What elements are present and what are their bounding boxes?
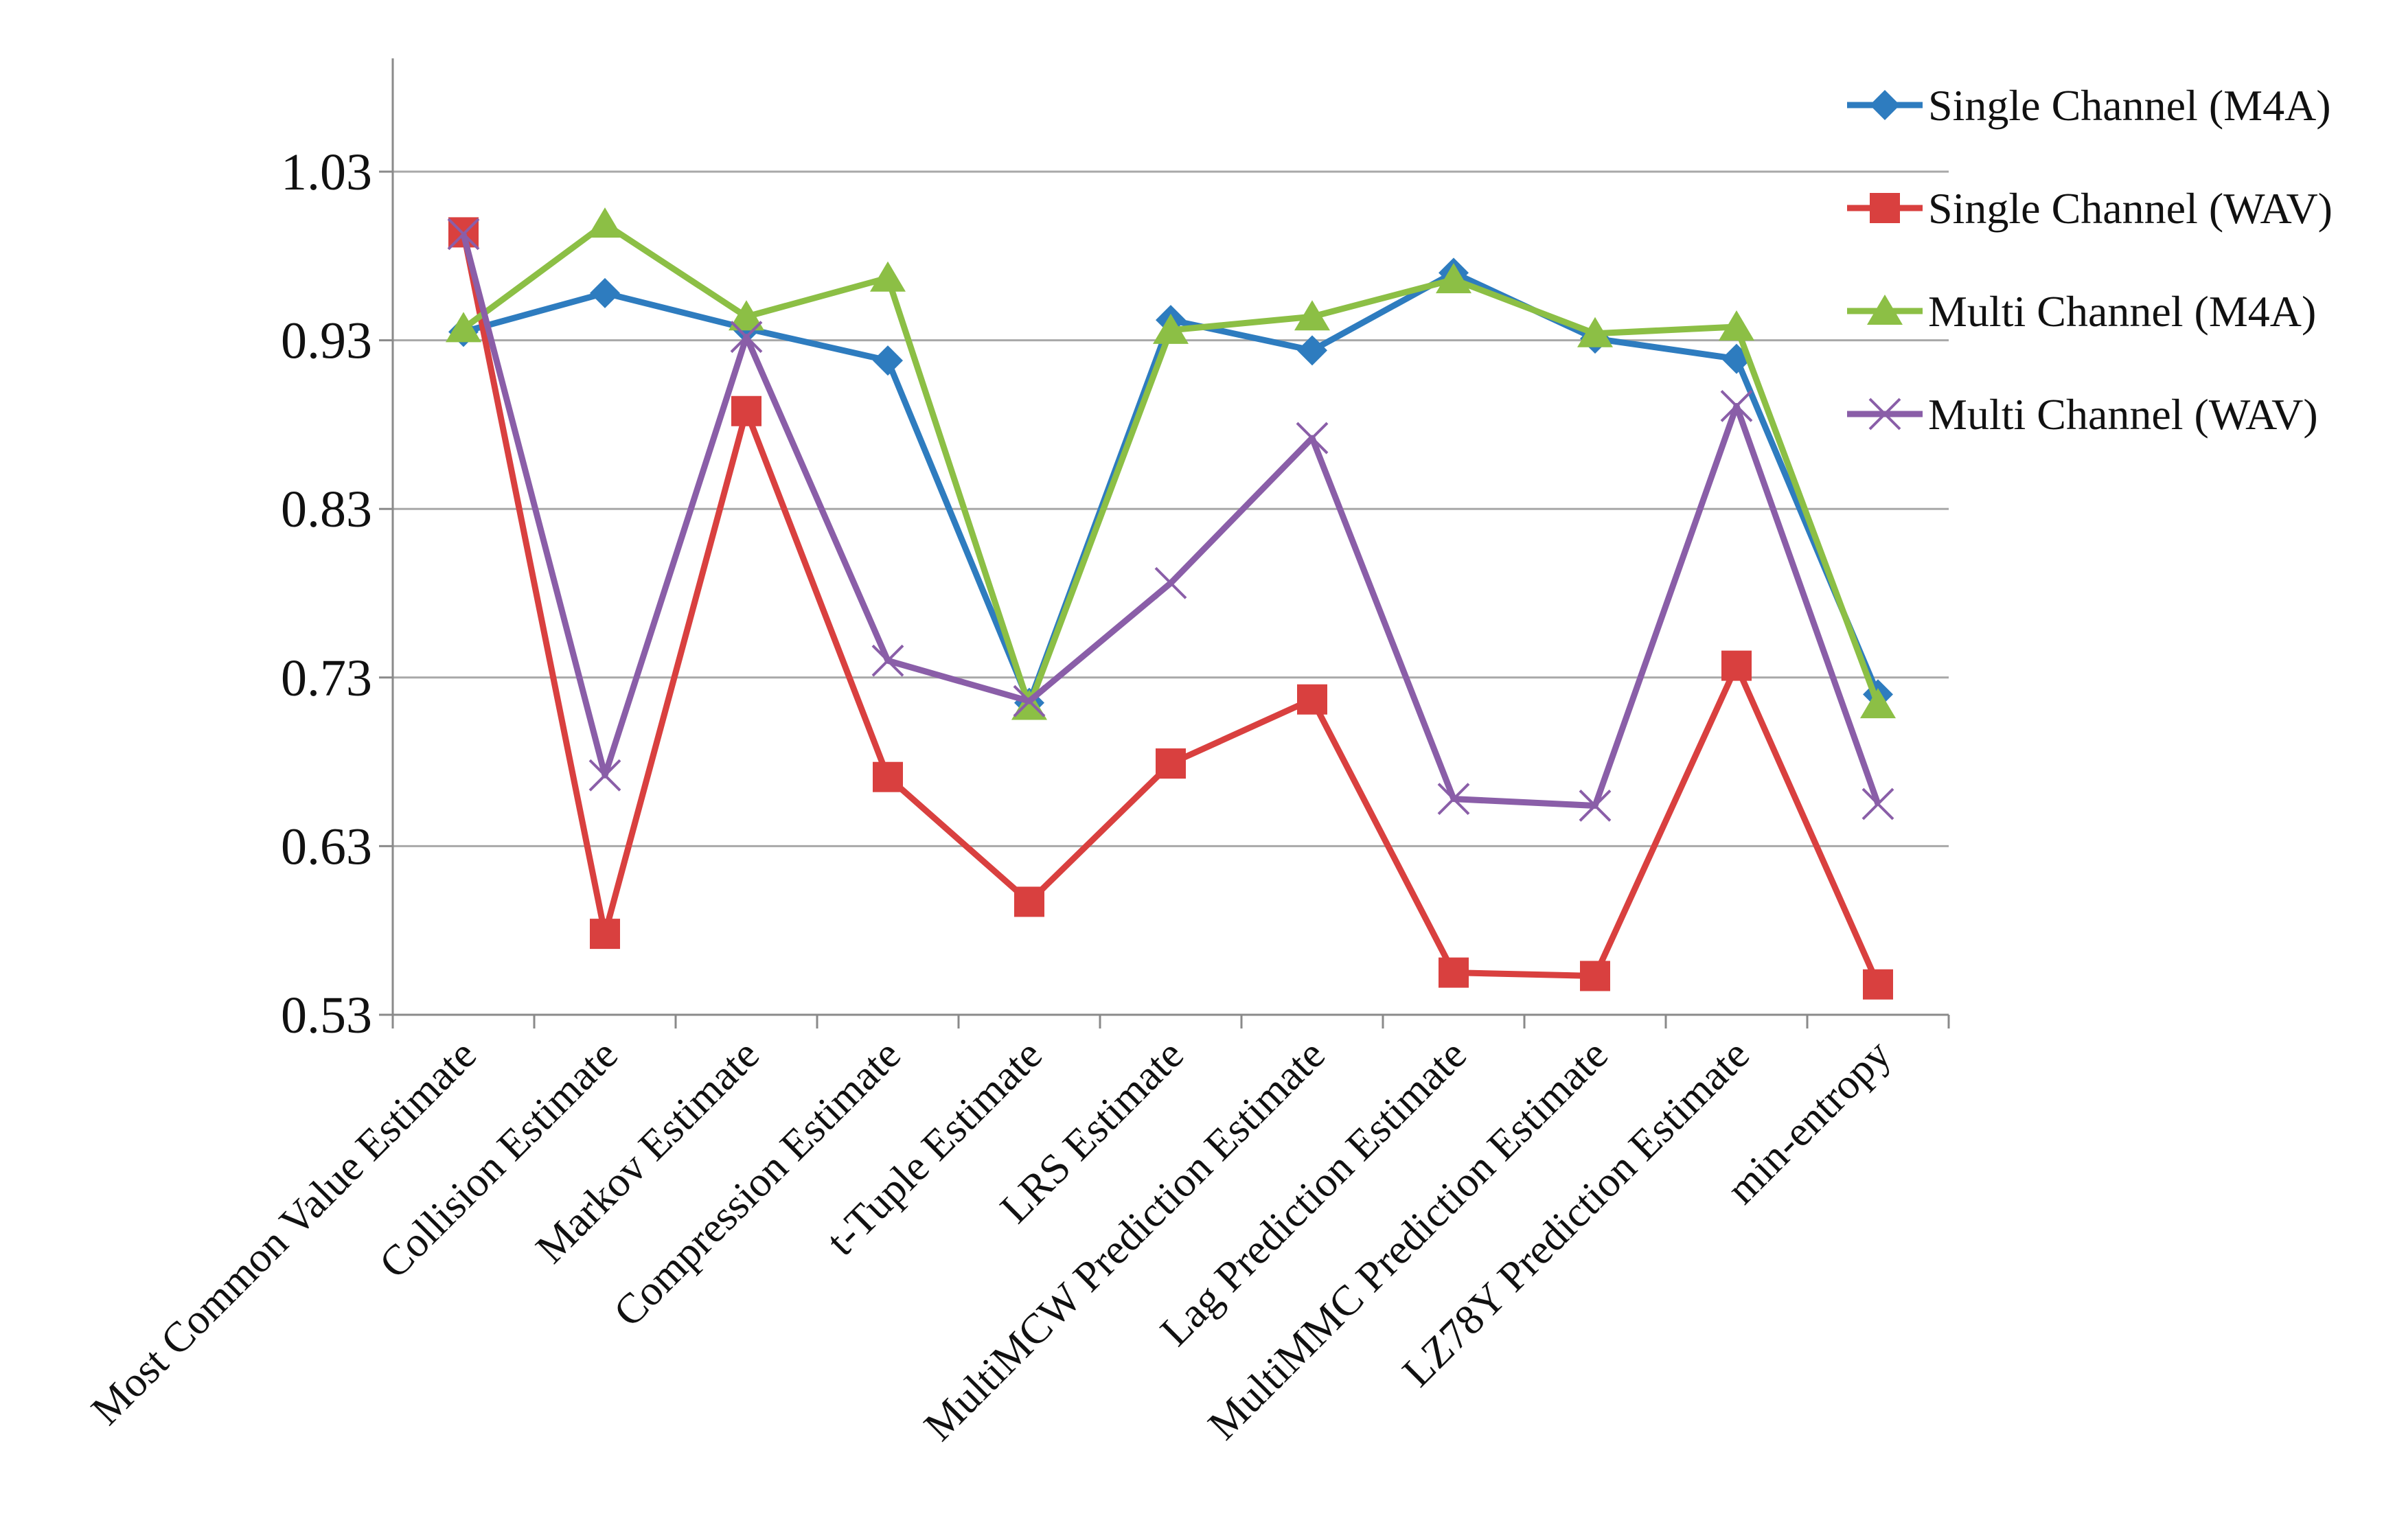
- data-point: [1439, 957, 1469, 988]
- x-tick-label: Compression Estimate: [605, 1031, 910, 1336]
- data-point: [588, 759, 621, 792]
- data-point: [730, 321, 763, 354]
- data-point: [1436, 263, 1471, 294]
- data-point: [446, 312, 481, 343]
- data-point: [731, 395, 761, 426]
- data-point: [870, 261, 906, 292]
- data-point: [873, 761, 903, 792]
- y-tick-label: 0.63: [281, 818, 372, 875]
- data-point: [447, 218, 480, 251]
- data-point: [590, 919, 620, 950]
- data-point: [1579, 790, 1612, 822]
- data-point: [1720, 389, 1753, 422]
- data-point: [590, 277, 620, 308]
- data-point: [1721, 650, 1752, 681]
- legend-label: Single Channel (M4A): [1928, 81, 2331, 130]
- y-tick-label: 0.93: [281, 312, 372, 370]
- legend: Single Channel (M4A) Single Channel (WAV)…: [1847, 81, 2333, 439]
- legend-item: Multi Channel (WAV): [1847, 390, 2318, 439]
- legend-label: Multi Channel (WAV): [1928, 390, 2318, 439]
- data-point: [1863, 969, 1893, 1000]
- data-point: [1294, 300, 1330, 331]
- y-tick-label: 0.83: [281, 481, 372, 538]
- data-point: [873, 345, 903, 376]
- legend-marker: [1870, 90, 1900, 120]
- data-point: [1297, 335, 1327, 366]
- data-point: [1297, 684, 1327, 715]
- data-point: [1153, 313, 1189, 344]
- legend-item: Multi Channel (M4A): [1847, 287, 2316, 336]
- data-point: [1437, 783, 1470, 816]
- data-point: [1011, 689, 1047, 720]
- data-point: [587, 207, 623, 238]
- data-point: [1719, 310, 1754, 341]
- data-point: [1721, 343, 1752, 374]
- legend-label: Multi Channel (M4A): [1928, 287, 2316, 336]
- gridlines: [393, 170, 1949, 847]
- data-point: [1580, 961, 1610, 991]
- data-point: [1577, 317, 1613, 347]
- y-tick-label: 0.73: [281, 650, 372, 707]
- data-point: [1296, 422, 1329, 455]
- data-point: [1013, 685, 1046, 717]
- series-3: [446, 207, 1896, 720]
- y-tick-label: 0.53: [281, 987, 372, 1044]
- data-point: [1860, 688, 1896, 719]
- legend-label: Single Channel (WAV): [1928, 184, 2333, 233]
- series-line: [461, 220, 1881, 710]
- axes: [379, 58, 1950, 1028]
- data-point: [1861, 788, 1894, 820]
- data-point: [729, 300, 764, 331]
- legend-marker: [1868, 398, 1901, 430]
- series-4: [447, 218, 1894, 822]
- data-point: [1156, 748, 1186, 779]
- data-point: [1014, 886, 1044, 917]
- legend-item: Single Channel (WAV): [1847, 184, 2333, 233]
- x-tick-label: Collision Estimate: [371, 1031, 627, 1287]
- data-point: [871, 644, 904, 677]
- y-tick-label: 1.03: [281, 143, 372, 201]
- data-point: [1154, 566, 1187, 599]
- legend-item: Single Channel (M4A): [1847, 81, 2331, 130]
- y-tick-labels: 0.53 0.63 0.73 0.83 0.93 1.03: [281, 143, 372, 1044]
- legend-marker: [1870, 193, 1900, 223]
- series-lines: [446, 207, 1896, 1000]
- legend-marker: [1867, 295, 1903, 325]
